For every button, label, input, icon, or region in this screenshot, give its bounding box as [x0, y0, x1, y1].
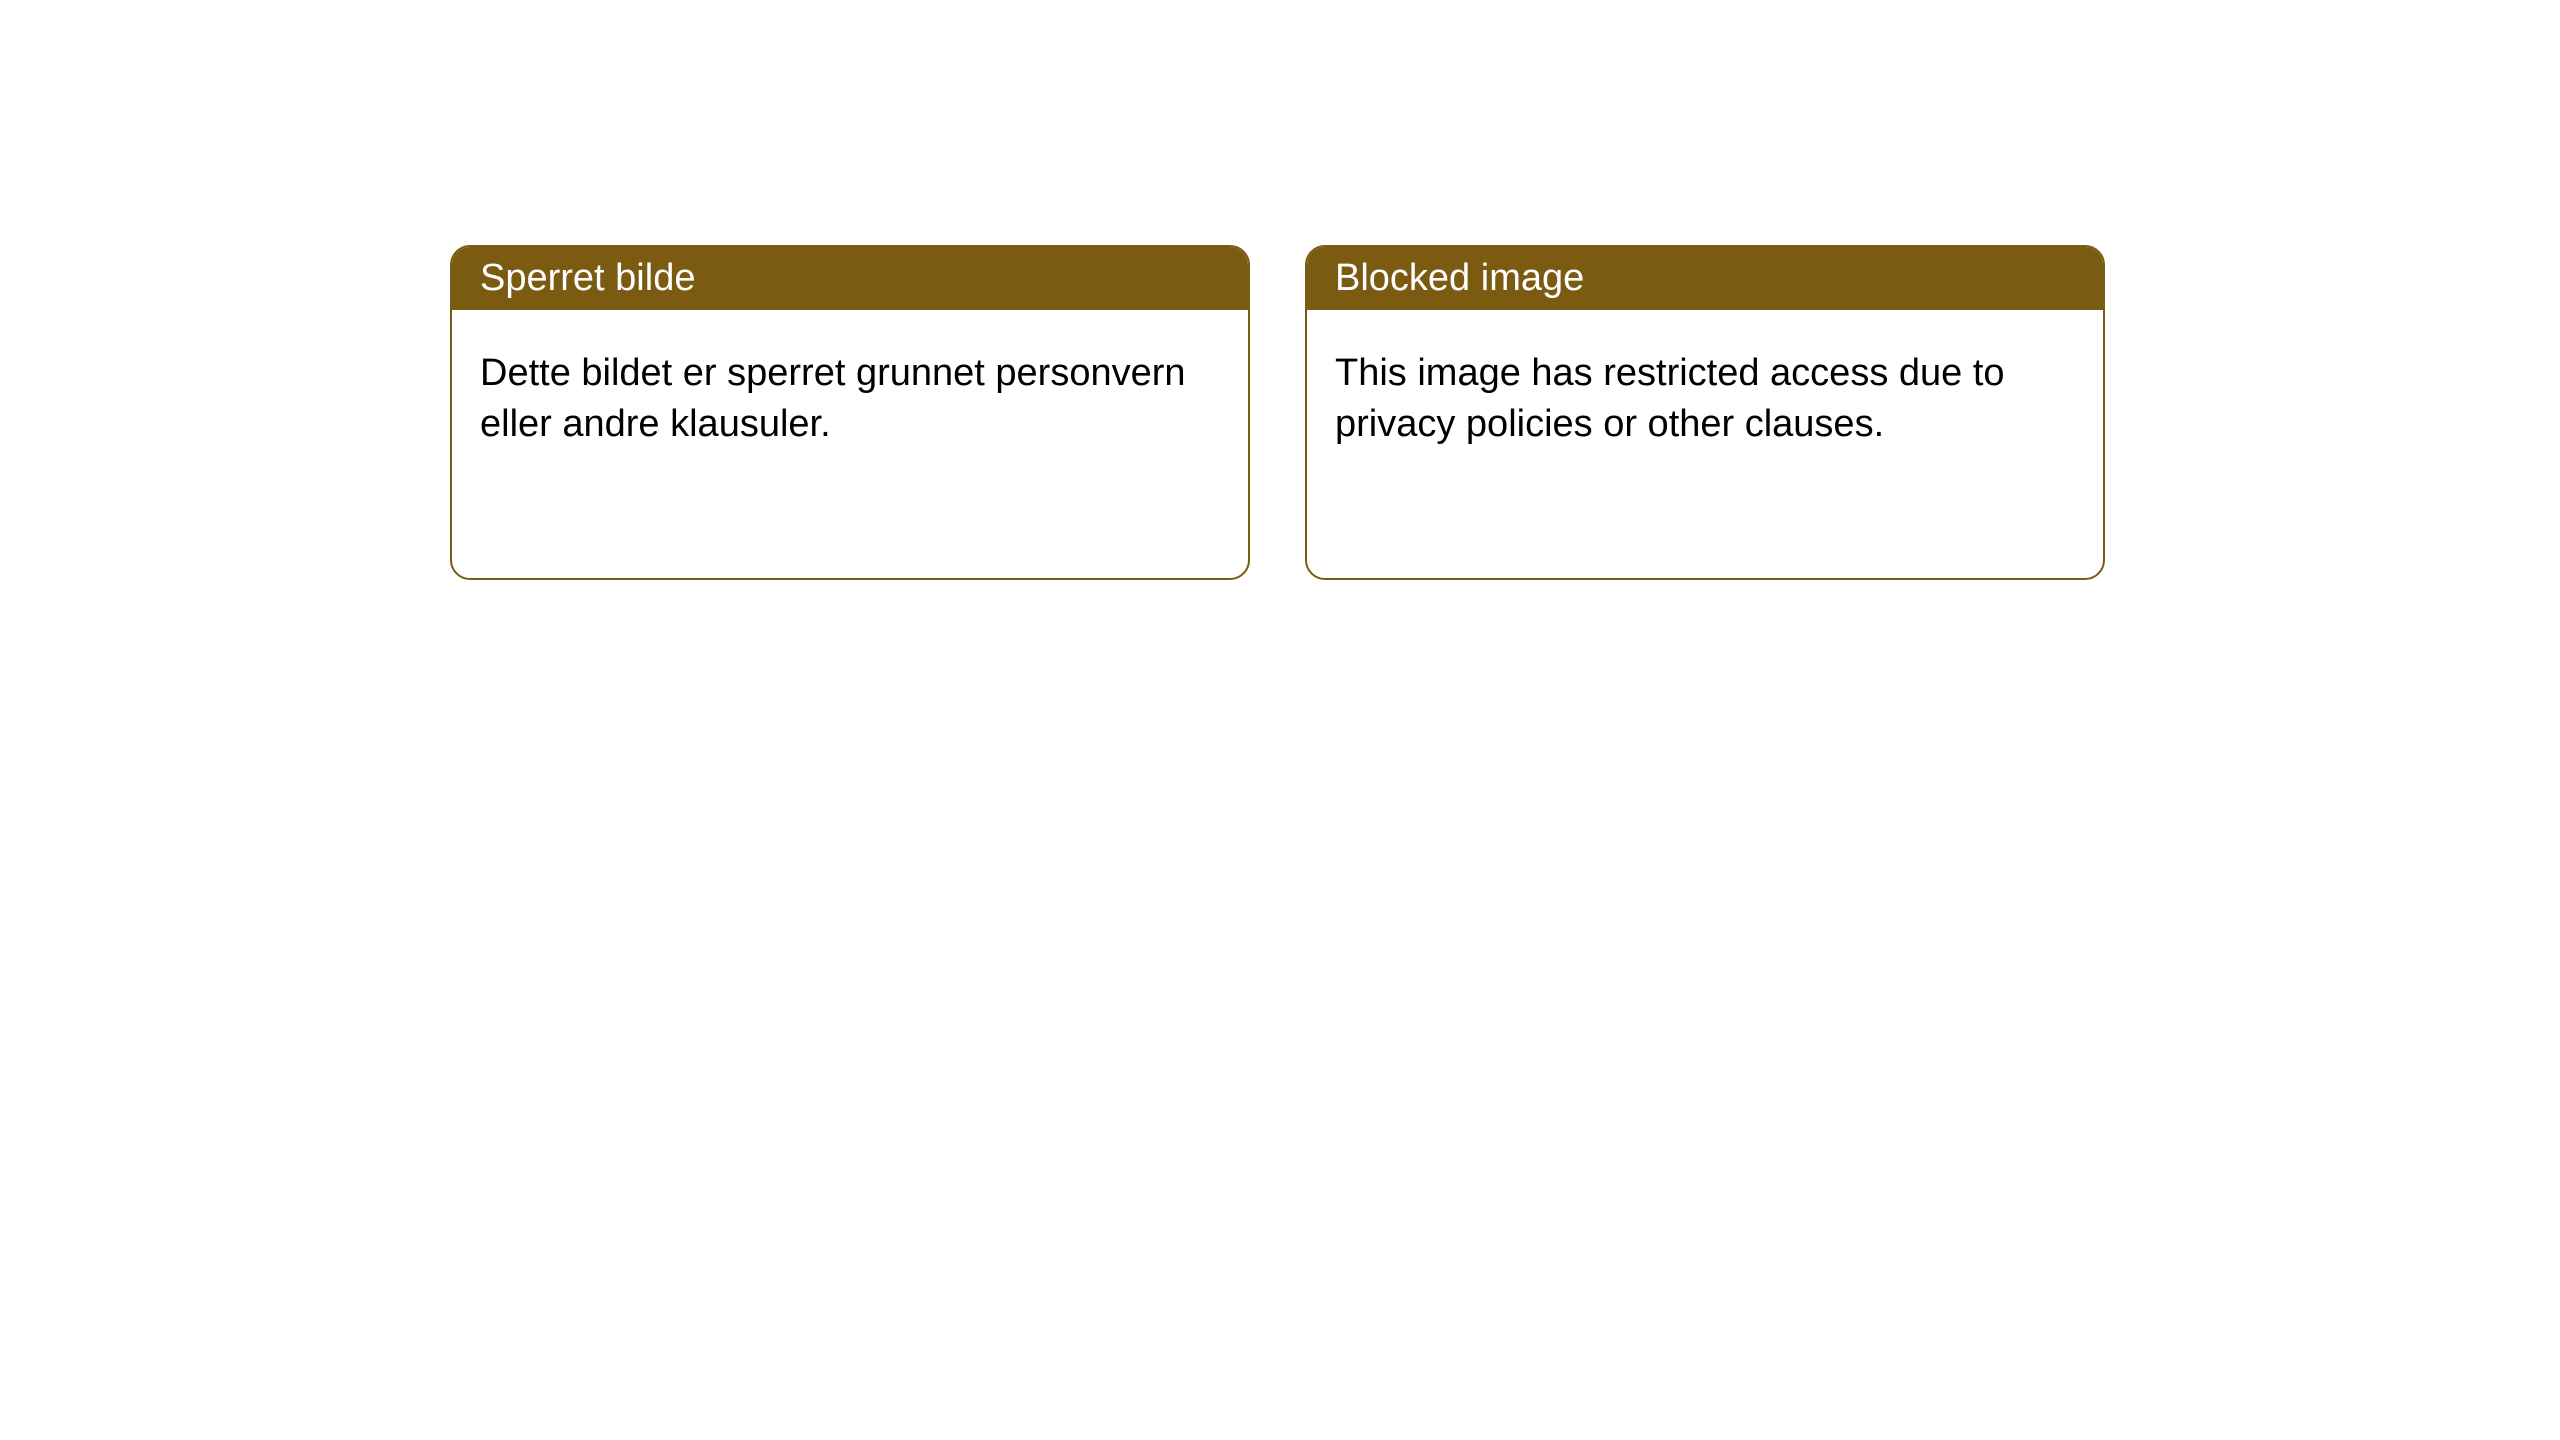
notice-card-text: This image has restricted access due to …	[1335, 352, 2005, 445]
notice-card-title: Blocked image	[1335, 257, 1584, 299]
notice-card-header: Blocked image	[1307, 247, 2103, 310]
notice-card-body: This image has restricted access due to …	[1307, 310, 2103, 489]
notice-card-body: Dette bildet er sperret grunnet personve…	[452, 310, 1248, 489]
notice-card-english: Blocked image This image has restricted …	[1305, 245, 2105, 580]
notice-card-title: Sperret bilde	[480, 257, 695, 299]
notice-card-text: Dette bildet er sperret grunnet personve…	[480, 352, 1186, 445]
notice-card-header: Sperret bilde	[452, 247, 1248, 310]
notice-card-norwegian: Sperret bilde Dette bildet er sperret gr…	[450, 245, 1250, 580]
notice-card-container: Sperret bilde Dette bildet er sperret gr…	[450, 245, 2105, 580]
